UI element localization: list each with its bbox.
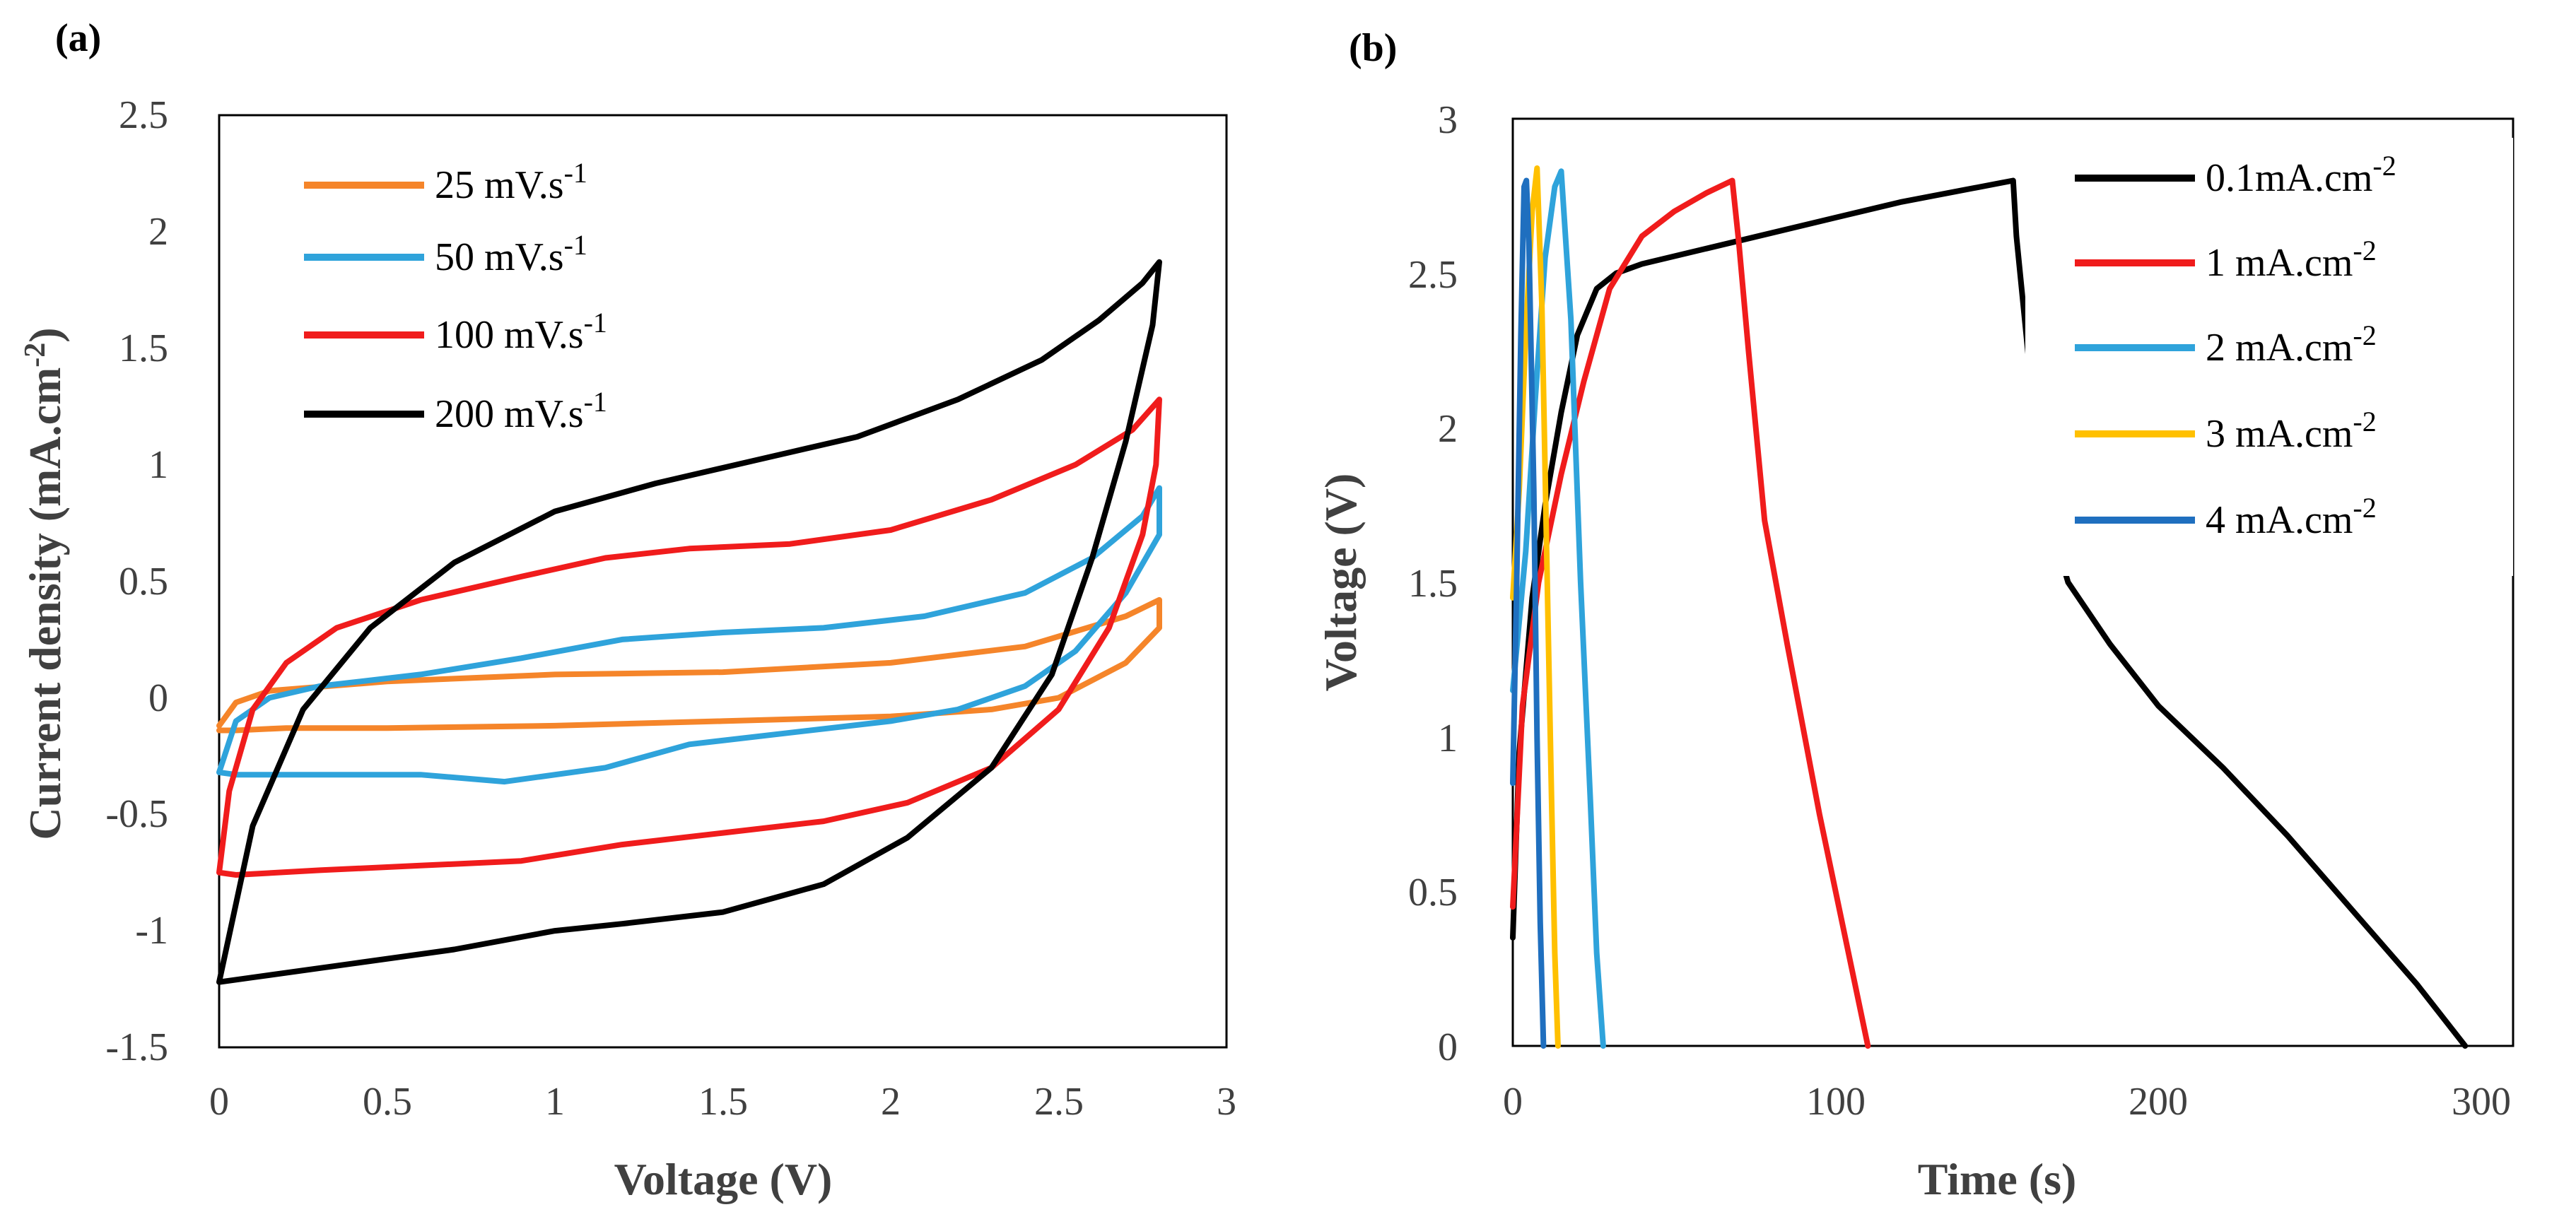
panel-a-y-tick: 2.5 [119, 93, 168, 137]
panel-a-x-ticks: 0 0.5 1 1.5 2 2.5 3 [209, 1080, 1236, 1124]
panel-a-legend-label: 25 mV.s-1 [435, 157, 587, 207]
panel-a-legend-label: 50 mV.s-1 [435, 229, 587, 279]
panel-b-legend-label: 0.1mA.cm-2 [2206, 150, 2396, 200]
panel-a-y-axis-title-main: Current density (mA.cm [20, 367, 70, 840]
panel-a-x-tick: 0.5 [363, 1080, 412, 1124]
panel-b-legend-label: 2 mA.cm-2 [2206, 319, 2377, 370]
panel-a-y-tick: 0 [148, 676, 168, 720]
panel-a-plot-frame [218, 114, 1228, 1049]
panel-a-legend-label: 100 mV.s-1 [435, 307, 607, 357]
panel-b-legend-label: 1 mA.cm-2 [2206, 235, 2377, 285]
panel-a-legend: 25 mV.s-1 50 mV.s-1 100 mV.s-1 200 mV.s-… [304, 157, 607, 436]
panel-b-x-tick: 200 [2129, 1080, 2188, 1124]
panel-b: (b) 3 2.5 2 1.5 1 0.5 0 0 100 200 300 Ti… [1316, 26, 2514, 1204]
panel-b-x-tick: 100 [1806, 1080, 1866, 1124]
panel-a-y-axis-title-close: ) [20, 327, 70, 342]
panel-b-label: (b) [1349, 26, 1397, 70]
panel-b-y-tick: 2 [1438, 407, 1458, 451]
panel-b-y-tick: 2.5 [1408, 253, 1458, 297]
panel-b-x-axis-title: Time (s) [1918, 1154, 2077, 1204]
panel-b-series-line-5 [1510, 177, 1547, 1049]
panel-a-series-line-1 [216, 596, 1162, 734]
panel-b-series-group [1510, 165, 2469, 1049]
panel-b-legend: 0.1mA.cm-2 1 mA.cm-2 2 mA.cm-2 3 mA.cm-2… [2025, 138, 2513, 576]
panel-a-x-tick: 2.5 [1034, 1080, 1084, 1124]
panel-b-series-line-4 [1510, 165, 1561, 1049]
panel-b-legend-label: 3 mA.cm-2 [2206, 406, 2377, 456]
panel-b-x-tick: 300 [2452, 1080, 2511, 1124]
panel-b-series-line-1 [1510, 177, 2469, 1049]
panel-a-y-tick: 1 [148, 443, 168, 487]
panel-a-y-axis-title: Current density (mA.cm-2) [19, 327, 70, 840]
panel-a-label: (a) [55, 16, 101, 60]
panel-b-legend-box [2025, 138, 2513, 576]
panel-a-x-tick: 1.5 [698, 1080, 748, 1124]
panel-b-x-ticks: 0 100 200 300 [1503, 1080, 2511, 1124]
panel-b-legend-label: 4 mA.cm-2 [2206, 492, 2377, 542]
panel-a-x-tick: 0 [209, 1080, 229, 1124]
panel-b-series-line-2 [1510, 177, 1871, 1049]
panel-b-y-axis-title: Voltage (V) [1316, 473, 1366, 692]
panel-a-series-group [216, 259, 1162, 985]
panel-b-y-tick: 0.5 [1408, 871, 1458, 914]
panel-a-y-tick: 1.5 [119, 326, 168, 370]
panel-a-x-tick: 3 [1217, 1080, 1236, 1124]
panel-a-y-tick: 2 [148, 210, 168, 254]
panel-a-legend-label: 200 mV.s-1 [435, 386, 607, 436]
panel-a-y-tick: 0.5 [119, 560, 168, 604]
panel-b-y-tick: 1.5 [1408, 562, 1458, 606]
panel-a-y-tick: -1.5 [105, 1025, 168, 1069]
panel-a-series-line-2 [216, 485, 1162, 785]
panel-a-y-axis-title-sup: -2 [19, 343, 52, 367]
panel-b-y-tick: 1 [1438, 717, 1458, 760]
panel-b-y-ticks: 3 2.5 2 1.5 1 0.5 0 [1408, 98, 1458, 1069]
panel-a: (a) 2.5 2 1.5 1 0.5 0 -0.5 -1 -1.5 0 0.5… [19, 16, 1236, 1204]
panel-a-x-tick: 2 [881, 1080, 901, 1124]
panel-a-series-line-4 [216, 259, 1162, 985]
panel-b-y-tick: 0 [1438, 1025, 1458, 1069]
panel-a-x-axis-title: Voltage (V) [614, 1154, 833, 1204]
panel-b-x-tick: 0 [1503, 1080, 1523, 1124]
panel-a-y-tick: -1 [135, 909, 168, 953]
panel-b-y-tick: 3 [1438, 98, 1458, 142]
panel-a-y-tick: -0.5 [105, 792, 168, 836]
panel-a-x-tick: 1 [545, 1080, 565, 1124]
panel-a-y-ticks: 2.5 2 1.5 1 0.5 0 -0.5 -1 -1.5 [105, 93, 168, 1069]
